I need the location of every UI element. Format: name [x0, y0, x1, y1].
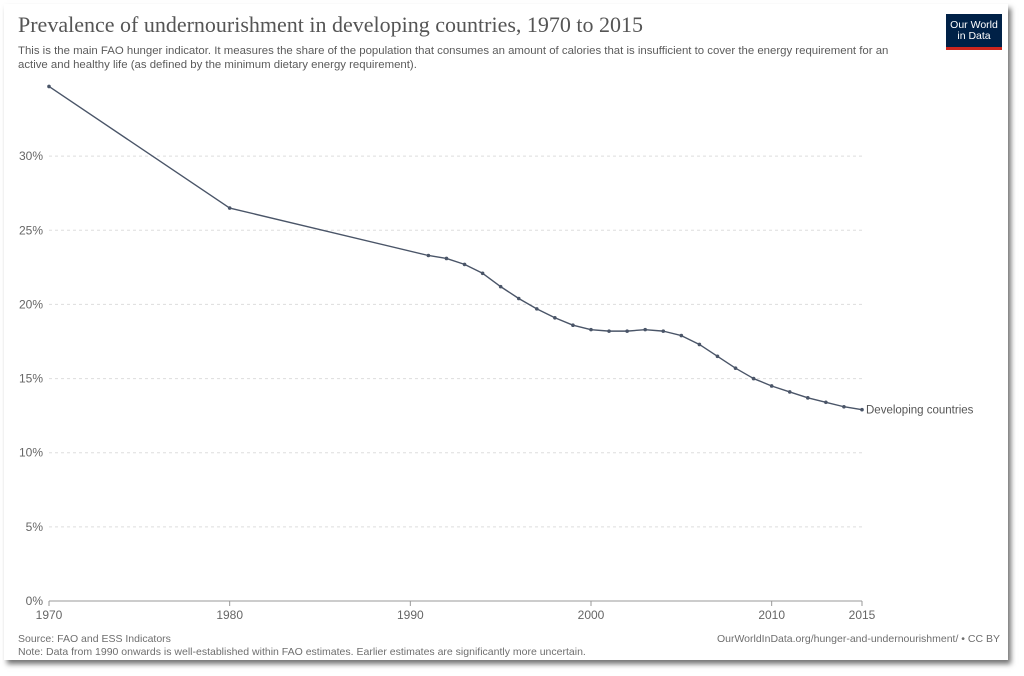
x-tick-label: 1970: [36, 608, 63, 622]
data-point: [444, 256, 449, 261]
chart-title: Prevalence of undernourishment in develo…: [18, 12, 644, 37]
data-point: [516, 296, 521, 301]
data-point: [806, 396, 810, 400]
data-point: [679, 333, 684, 338]
source-url-link[interactable]: OurWorldInData.org/hunger-and-undernouri…: [716, 633, 1000, 645]
data-point: [715, 354, 720, 359]
data-point: [480, 271, 485, 276]
data-point: [643, 327, 647, 332]
data-point: [589, 327, 593, 332]
y-tick-label: 0%: [26, 594, 44, 608]
data-point: [625, 329, 629, 333]
chart-frame: Prevalence of undernourishment in develo…: [4, 4, 1008, 660]
data-point: [462, 262, 467, 267]
series-label: Developing countries: [866, 405, 974, 417]
data-point: [535, 307, 539, 311]
x-tick-label: 1980: [216, 608, 243, 622]
y-tick-label: 30%: [19, 149, 43, 163]
data-point: [426, 253, 431, 258]
line-chart: 0% 5% 10% 15% 20% 25% 30% 1970 1980 1990 2000 2010 2…: [19, 84, 974, 622]
data-point: [787, 390, 792, 394]
owid-logo[interactable]: Our World in Data: [946, 14, 1002, 50]
series-line: [48, 85, 863, 411]
x-tick-label: 2010: [758, 608, 785, 622]
data-point: [227, 206, 232, 210]
x-tick-label: 2000: [578, 608, 605, 622]
x-tick-label: 1990: [397, 608, 424, 622]
data-point: [769, 384, 774, 388]
data-point: [751, 376, 756, 381]
data-point: [553, 315, 557, 320]
data-point: [661, 329, 666, 333]
data-point: [607, 329, 611, 333]
y-tick-label: 25%: [19, 223, 43, 237]
y-tick-label: 10%: [19, 446, 43, 460]
x-tick-label: 2015: [849, 608, 876, 622]
data-point: [824, 400, 828, 405]
data-point: [498, 284, 503, 289]
y-tick-label: 15%: [19, 372, 43, 386]
data-point: [697, 342, 702, 347]
chart-subtitle: This is the main FAO hunger indicator. I…: [18, 45, 889, 71]
data-note: Note: Data from 1990 onwards is well-est…: [18, 646, 586, 658]
y-tick-label: 20%: [19, 297, 43, 311]
data-point: [47, 84, 51, 89]
data-point: [842, 404, 846, 409]
data-point: [733, 366, 738, 370]
source-note: Source: FAO and ESS Indicators: [18, 633, 171, 645]
data-point: [571, 323, 575, 327]
y-tick-label: 5%: [26, 520, 44, 534]
data-point: [860, 407, 864, 412]
